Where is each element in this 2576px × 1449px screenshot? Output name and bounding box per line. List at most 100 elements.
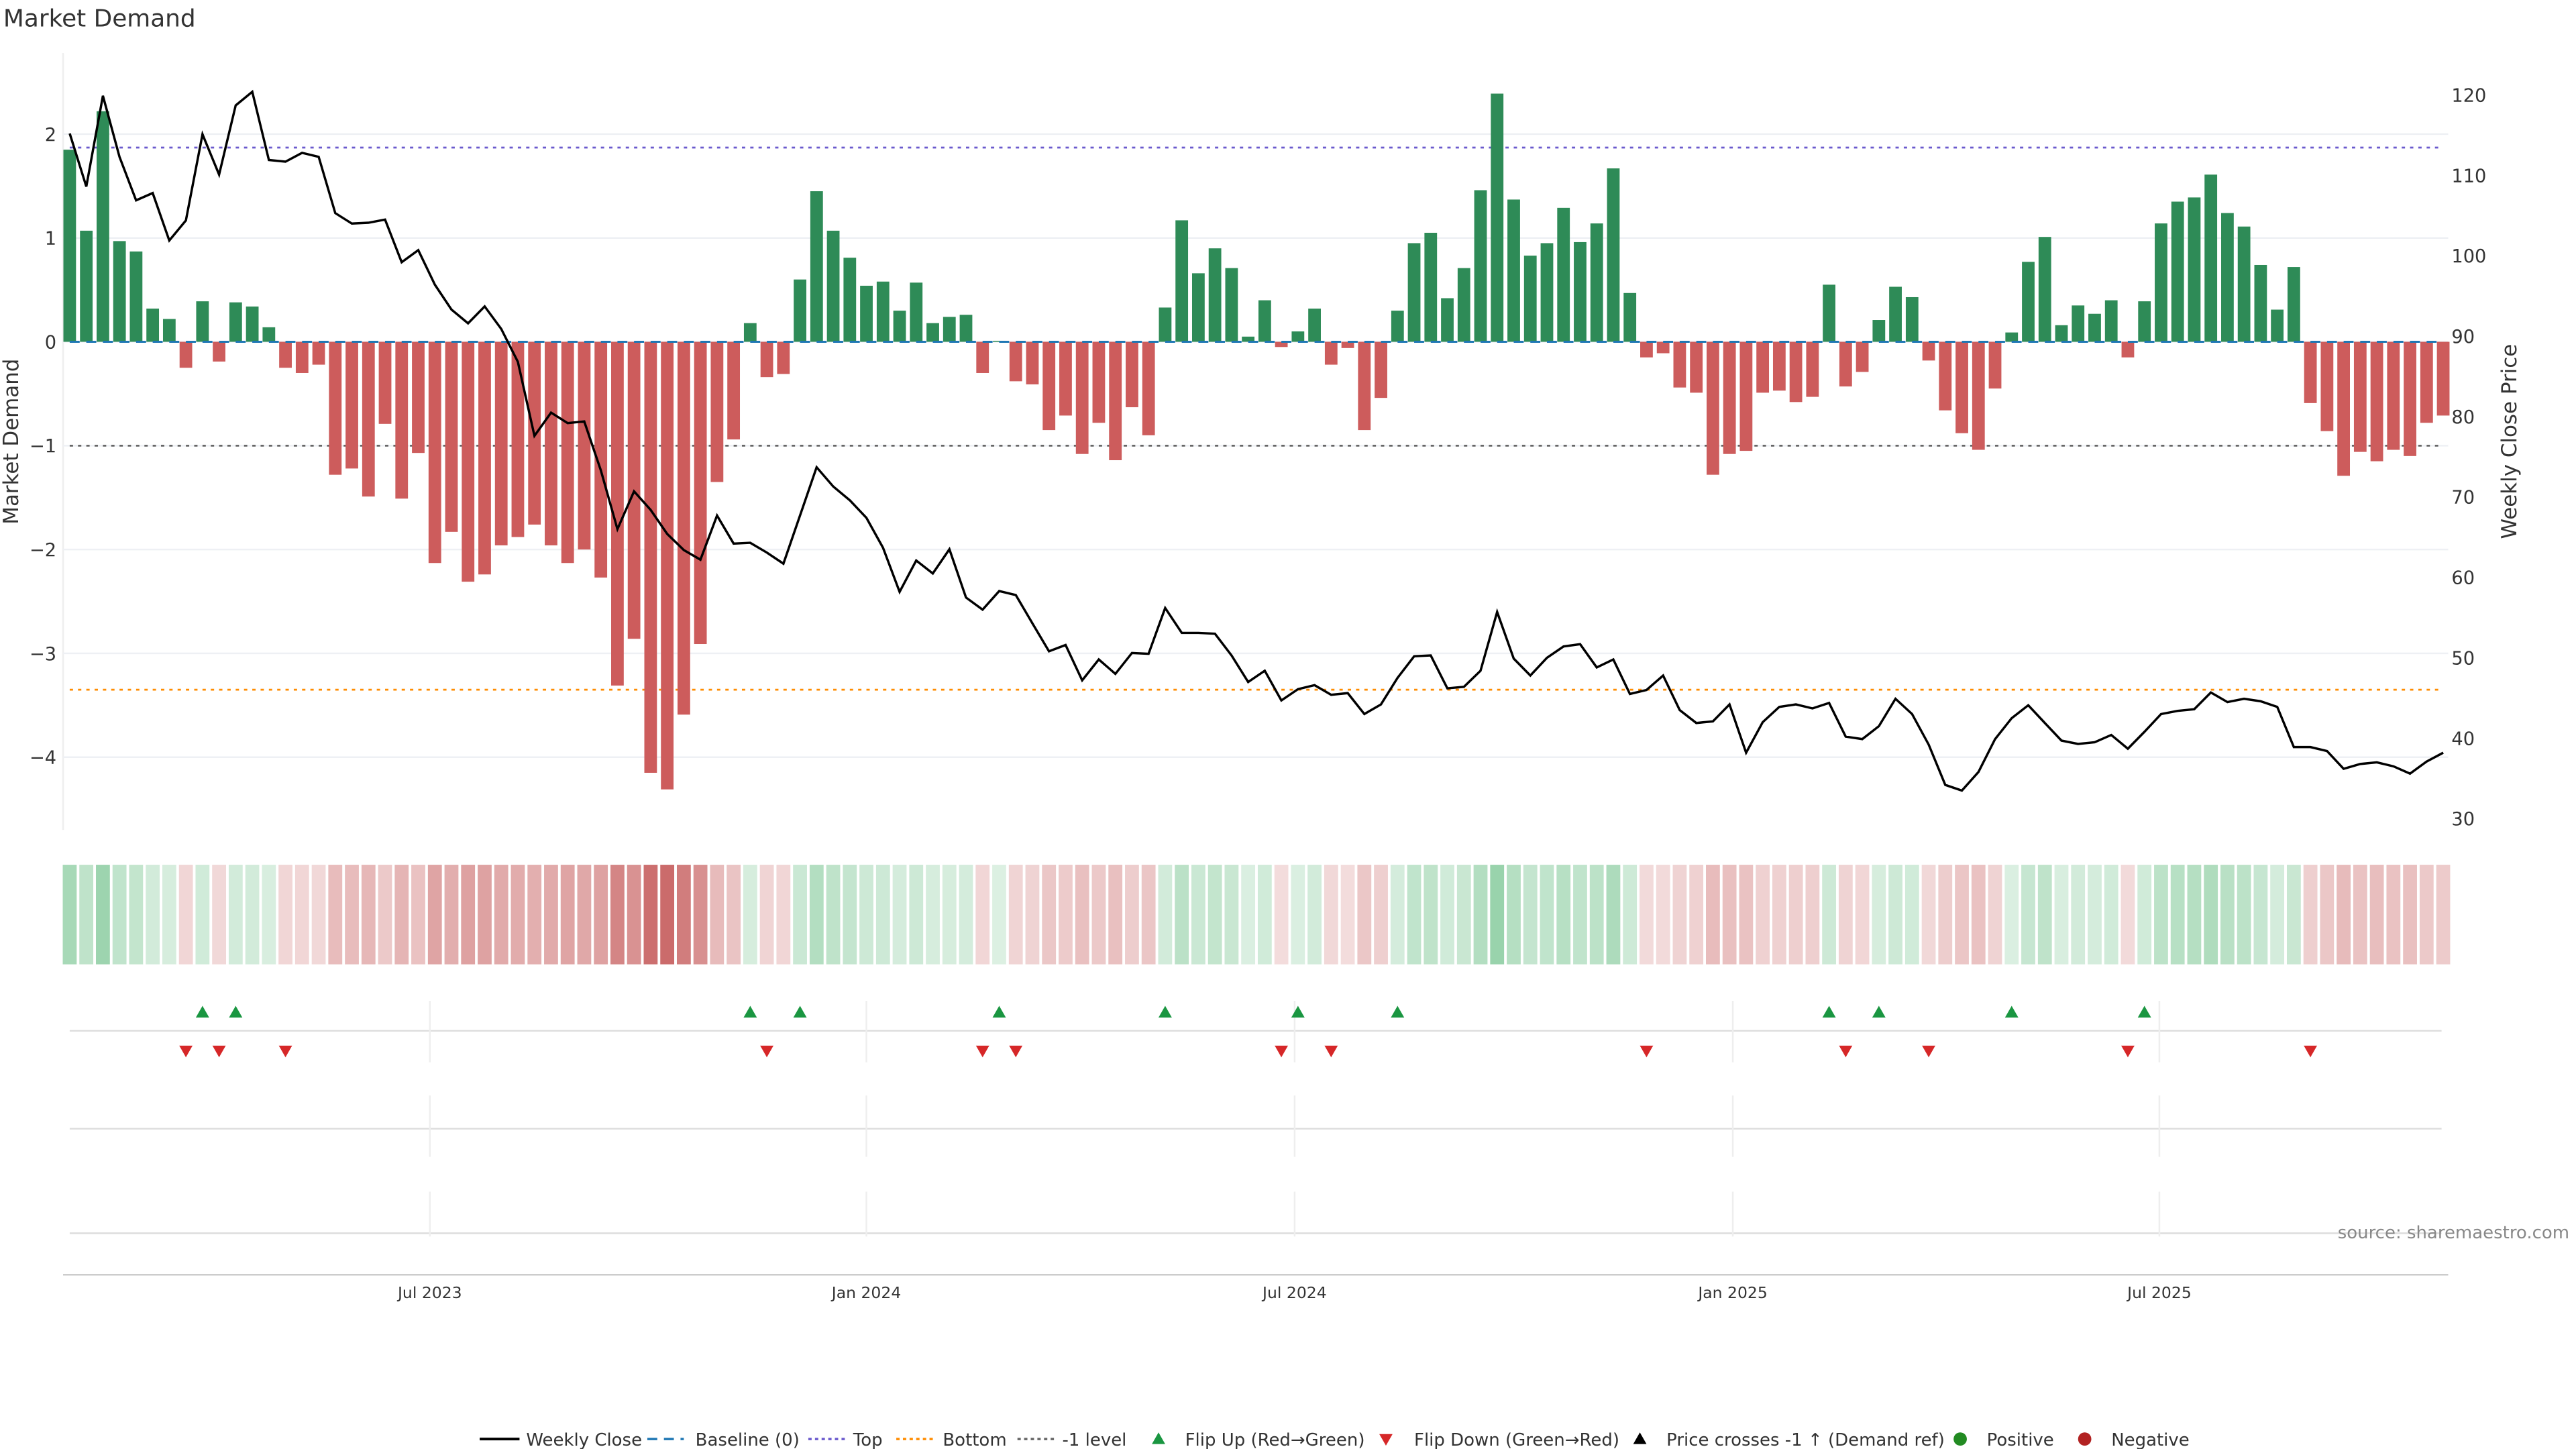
heatmap-cell <box>2320 865 2334 965</box>
demand-bar <box>329 341 342 475</box>
demand-bar <box>162 319 176 342</box>
demand-bar <box>959 315 973 342</box>
heatmap-cell <box>1756 865 1770 965</box>
heatmap-cell <box>875 865 890 965</box>
heatmap-cell <box>2253 865 2268 965</box>
demand-bar <box>910 282 923 342</box>
heatmap-cell <box>1340 865 1355 965</box>
demand-bar <box>1474 190 1487 342</box>
heatmap-cell <box>2170 865 2185 965</box>
demand-bar <box>1739 341 1753 451</box>
demand-bar <box>1723 341 1736 454</box>
flip-markers <box>179 1006 2318 1058</box>
demand-bar <box>445 341 458 532</box>
flip-down-marker <box>179 1045 193 1058</box>
demand-bar <box>1092 341 1106 423</box>
demand-bar <box>1673 341 1686 388</box>
demand-bar <box>478 341 491 575</box>
y2-tick-label: 120 <box>2451 85 2486 106</box>
demand-bar <box>80 230 93 342</box>
demand-bar <box>1640 341 1653 358</box>
demand-bar <box>1872 320 1886 342</box>
heatmap-cell <box>112 865 127 965</box>
heatmap-cell <box>1872 865 1886 965</box>
heatmap-cell <box>1523 865 1538 965</box>
heatmap-cell <box>2353 865 2367 965</box>
heatmap-cell <box>627 865 641 965</box>
demand-bar <box>1540 243 1554 342</box>
demand-bar <box>312 341 325 365</box>
demand-bar <box>1424 232 1438 342</box>
heatmap-cell <box>610 865 625 965</box>
heatmap-cell <box>793 865 807 965</box>
demand-bar <box>760 341 773 378</box>
y2-tick-label: 80 <box>2451 407 2475 428</box>
heatmap-cell <box>727 865 741 965</box>
heatmap-cell <box>1955 865 1969 965</box>
flip-down-marker <box>1275 1045 1288 1058</box>
demand-bar <box>1623 292 1637 342</box>
demand-bar <box>1407 243 1421 342</box>
heatmap-cell <box>1473 865 1488 965</box>
flip-up-marker <box>793 1006 807 1018</box>
demand-bar <box>2005 332 2019 342</box>
y-tick-label: 0 <box>45 332 56 353</box>
y-tick-label: −3 <box>30 644 56 665</box>
heatmap-cell <box>743 865 757 965</box>
heatmap-cell <box>2121 865 2135 965</box>
demand-bar <box>1358 341 1371 431</box>
demand-bar <box>926 323 939 342</box>
heatmap-cell <box>1042 865 1057 965</box>
legend-triangle-down-icon <box>1379 1434 1393 1446</box>
heatmap-cell <box>1689 865 1704 965</box>
flip-up-marker <box>2004 1006 2019 1018</box>
heatmap-cell <box>1988 865 2002 965</box>
demand-bar <box>345 341 358 469</box>
y-tick-label: −4 <box>30 748 56 769</box>
demand-bar <box>1275 341 1288 347</box>
demand-bar <box>1324 341 1338 365</box>
demand-bar <box>2104 300 2118 342</box>
demand-bar <box>2304 341 2317 403</box>
y2-tick-label: 30 <box>2451 809 2475 830</box>
heatmap-cell <box>461 865 476 965</box>
heatmap-cell <box>2021 865 2035 965</box>
heatmap-cell <box>1125 865 1139 965</box>
heatmap-cell <box>826 865 841 965</box>
heatmap-cell <box>1224 865 1239 965</box>
right-axis-ticks: 30 40 50 60 70 80 90 100 110 120 <box>2451 85 2486 830</box>
flip-up-marker <box>1391 1006 1405 1018</box>
heatmap-cell <box>1108 865 1123 965</box>
demand-bar <box>2287 267 2300 342</box>
demand-bar <box>876 281 890 342</box>
flip-down-marker <box>1009 1045 1023 1058</box>
heatmap-cell <box>1357 865 1372 965</box>
heatmap-cell <box>146 865 160 965</box>
heatmap-cell <box>1424 865 1438 965</box>
demand-bar <box>1523 256 1537 342</box>
heatmap-cell <box>2004 865 2019 965</box>
heatmap-cell <box>560 865 575 965</box>
demand-bar <box>2121 341 2135 358</box>
demand-bar <box>743 323 757 342</box>
demand-bar <box>727 341 741 440</box>
heatmap-cell <box>511 865 525 965</box>
heatmap-cell <box>1257 865 1272 965</box>
demand-bar <box>2055 325 2068 342</box>
heatmap-cell <box>1822 865 1836 965</box>
heatmap-cell <box>975 865 990 965</box>
demand-bar <box>2420 341 2433 423</box>
demand-bar <box>1507 199 1520 342</box>
demand-bar <box>1225 268 1238 342</box>
demand-bar <box>2038 237 2051 342</box>
demand-bar <box>1258 300 1271 342</box>
legend-circle-icon <box>2078 1432 2092 1446</box>
demand-bar <box>1059 341 1072 416</box>
demand-bar <box>1955 341 1968 433</box>
demand-bar <box>2188 197 2201 342</box>
heatmap-cell <box>1640 865 1654 965</box>
demand-bar <box>1042 341 1056 431</box>
heatmap-cell <box>1456 865 1471 965</box>
x-tick-label: Jul 2023 <box>396 1283 462 1302</box>
